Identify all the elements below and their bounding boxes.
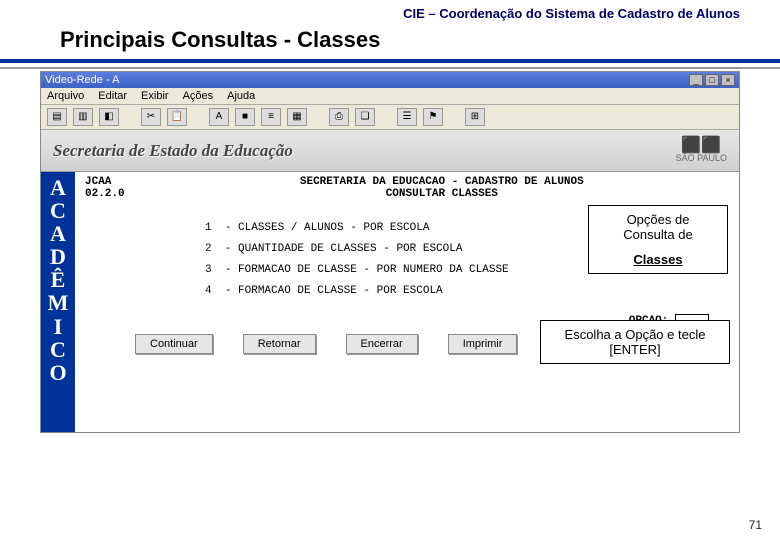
sidebar-letter: M: [41, 291, 75, 314]
slide-header: CIE – Coordenação do Sistema de Cadastro…: [0, 0, 780, 25]
sidebar-acronym: A C A D Ê M I C O: [41, 172, 75, 432]
toolbar-icon[interactable]: ☰: [397, 108, 417, 126]
toolbar-icon[interactable]: ❏: [355, 108, 375, 126]
system-title-2: CONSULTAR CLASSES: [155, 188, 729, 200]
system-version: 02.2.0: [85, 188, 125, 200]
window-title: Video-Rede - A: [45, 74, 119, 86]
option-row[interactable]: 4 - FORMACAO DE CLASSE - POR ESCOLA: [205, 281, 729, 302]
sidebar-letter: I: [41, 315, 75, 338]
menu-acoes[interactable]: Ações: [183, 90, 214, 102]
menu-arquivo[interactable]: Arquivo: [47, 90, 84, 102]
sidebar-letter: Ê: [41, 268, 75, 291]
encerrar-button[interactable]: Encerrar: [346, 334, 418, 354]
system-code: JCAA: [85, 176, 125, 188]
maximize-button[interactable]: □: [705, 74, 719, 86]
continuar-button[interactable]: Continuar: [135, 334, 213, 354]
callout-instrucao: Escolha a Opção e tecle [ENTER]: [540, 320, 730, 364]
callout-opcoes-classes: Opções de Consulta de Classes: [588, 205, 728, 274]
imprimir-button[interactable]: Imprimir: [448, 334, 518, 354]
toolbar-icon[interactable]: A: [209, 108, 229, 126]
retornar-button[interactable]: Retornar: [243, 334, 316, 354]
sidebar-letter: C: [41, 199, 75, 222]
menu-bar: Arquivo Editar Exibir Ações Ajuda: [41, 88, 739, 105]
divider-shadow: [0, 67, 780, 69]
system-title-1: SECRETARIA DA EDUCACAO - CADASTRO DE ALU…: [155, 176, 729, 188]
toolbar-icon[interactable]: ▦: [287, 108, 307, 126]
sidebar-letter: O: [41, 361, 75, 384]
sidebar-letter: A: [41, 222, 75, 245]
toolbar-icon[interactable]: ≡: [261, 108, 281, 126]
sidebar-letter: A: [41, 176, 75, 199]
toolbar-icon[interactable]: ⚑: [423, 108, 443, 126]
toolbar-icon[interactable]: ⊞: [465, 108, 485, 126]
page-number: 71: [749, 518, 762, 532]
banner: Secretaria de Estado da Educação ⬛⬛ SÃO …: [41, 130, 739, 172]
minimize-button[interactable]: _: [689, 74, 703, 86]
window-titlebar: Video-Rede - A _ □ ×: [41, 72, 739, 88]
slide-title: Principais Consultas - Classes: [0, 25, 780, 59]
menu-exibir[interactable]: Exibir: [141, 90, 169, 102]
banner-logo: ⬛⬛ SÃO PAULO: [676, 137, 727, 164]
toolbar-icon[interactable]: ✂: [141, 108, 161, 126]
toolbar-icon[interactable]: ▤: [47, 108, 67, 126]
close-button[interactable]: ×: [721, 74, 735, 86]
menu-editar[interactable]: Editar: [98, 90, 127, 102]
toolbar: ▤ ▥ ◧ ✂ 📋 A ■ ≡ ▦ ⎙ ❏ ☰ ⚑ ⊞: [41, 105, 739, 130]
divider-bar: [0, 59, 780, 63]
toolbar-icon[interactable]: ⎙: [329, 108, 349, 126]
sidebar-letter: C: [41, 338, 75, 361]
toolbar-icon[interactable]: ■: [235, 108, 255, 126]
sidebar-letter: D: [41, 245, 75, 268]
toolbar-icon[interactable]: ▥: [73, 108, 93, 126]
toolbar-icon[interactable]: 📋: [167, 108, 187, 126]
menu-ajuda[interactable]: Ajuda: [227, 90, 255, 102]
banner-text: Secretaria de Estado da Educação: [53, 141, 293, 161]
toolbar-icon[interactable]: ◧: [99, 108, 119, 126]
